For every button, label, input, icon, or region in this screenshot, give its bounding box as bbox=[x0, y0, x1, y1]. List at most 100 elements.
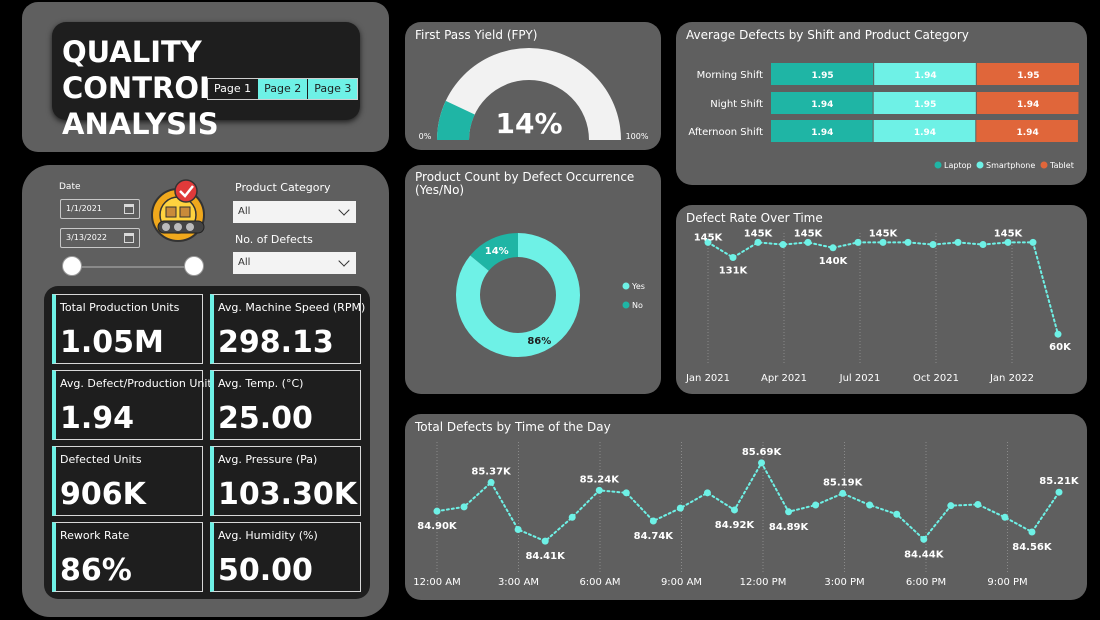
chart-title: Total Defects by Time of the Day bbox=[415, 420, 611, 434]
title-line-2: ANALYSIS bbox=[62, 107, 219, 141]
date-to-input[interactable]: 3/13/2022 bbox=[60, 228, 140, 248]
kpi-label: Total Production Units bbox=[60, 301, 180, 314]
kpi-grid: Total Production Units 1.05M Avg. Machin… bbox=[44, 286, 370, 599]
data-label: 85.37K bbox=[471, 466, 512, 477]
legend-marker bbox=[1040, 161, 1048, 169]
series-line bbox=[707, 241, 1059, 336]
date-slider-start-handle[interactable] bbox=[62, 256, 82, 276]
kpi-value: 86% bbox=[60, 553, 132, 588]
x-tick-label: 9:00 PM bbox=[987, 577, 1027, 588]
donut-slice-label: 14% bbox=[485, 246, 509, 257]
data-label: 131K bbox=[719, 266, 749, 277]
page-title: QUALITY CONTROL ANALYSIS bbox=[62, 34, 352, 142]
data-point bbox=[729, 254, 737, 262]
kpi-value: 50.00 bbox=[218, 553, 313, 588]
data-label: 84.74K bbox=[634, 531, 675, 542]
x-tick-label: 9:00 AM bbox=[661, 577, 702, 588]
series-line bbox=[436, 460, 1060, 543]
defect-rate-line-chart: Jan 2021 Apr 2021 Jul 2021 Oct 2021 Jan 2022… bbox=[685, 228, 1072, 384]
gauge-max-label: 100% bbox=[626, 132, 649, 141]
x-tick-label: Jan 2022 bbox=[989, 373, 1034, 384]
data-point bbox=[514, 526, 522, 534]
data-point bbox=[974, 500, 982, 508]
title-line-1: QUALITY CONTROL bbox=[62, 35, 218, 105]
product-category-dropdown[interactable]: All bbox=[233, 201, 356, 223]
gauge-value-label: 14% bbox=[495, 107, 562, 140]
kpi-value: 1.94 bbox=[60, 401, 135, 436]
x-tick-label: Oct 2021 bbox=[913, 373, 959, 384]
data-label: 140K bbox=[819, 256, 849, 267]
tab-page-3[interactable]: Page 3 bbox=[307, 79, 358, 99]
data-point bbox=[703, 489, 711, 497]
data-point bbox=[730, 506, 738, 514]
data-point bbox=[779, 241, 787, 249]
tab-page-2[interactable]: Page 2 bbox=[257, 79, 308, 99]
shift-bar-value-label: 1.95 bbox=[1017, 71, 1039, 81]
kpi-card-temperature: Avg. Temp. (°C) 25.00 bbox=[210, 370, 361, 440]
fpy-gauge-chart: 14% 0% 100% bbox=[419, 48, 649, 141]
defects-time-of-day-line-chart: 12:00 AM 3:00 AM 6:00 AM 9:00 AM 12:00 PM 3:0… bbox=[413, 442, 1080, 588]
defects-value: All bbox=[238, 257, 251, 268]
x-tick-label: Jul 2021 bbox=[839, 373, 881, 384]
data-point bbox=[954, 238, 962, 246]
data-point bbox=[1001, 513, 1009, 521]
calendar-icon[interactable] bbox=[124, 204, 134, 214]
data-label: 84.56K bbox=[1012, 542, 1053, 553]
donut-slice bbox=[470, 233, 518, 271]
data-label: 84.89K bbox=[769, 522, 810, 533]
date-slider-track[interactable] bbox=[72, 266, 194, 268]
kpi-card-rework-rate: Rework Rate 86% bbox=[52, 522, 203, 592]
chart-title: Defect Rate Over Time bbox=[686, 211, 823, 225]
title-panel: QUALITY CONTROL ANALYSIS Page 1 Page 2 P… bbox=[22, 2, 389, 152]
defects-time-of-day-panel: Total Defects by Time of the Day 12:00 A… bbox=[405, 414, 1087, 600]
data-label: 84.90K bbox=[417, 521, 458, 532]
data-point bbox=[854, 238, 862, 246]
product-category-label: Product Category bbox=[235, 181, 331, 194]
legend-marker bbox=[622, 301, 630, 309]
defects-by-shift-panel: Average Defects by Shift and Product Cat… bbox=[676, 22, 1087, 185]
gauge-track bbox=[437, 48, 621, 140]
shift-bar-segment bbox=[976, 63, 1079, 85]
defect-occurrence-panel: Product Count by Defect Occurrence (Yes/… bbox=[405, 165, 661, 394]
page-navigator: Page 1 Page 2 Page 3 bbox=[207, 78, 359, 100]
shift-bar-value-label: 1.94 bbox=[1017, 100, 1039, 110]
data-point bbox=[804, 238, 812, 246]
shift-bar-value-label: 1.94 bbox=[811, 128, 833, 138]
tab-page-1[interactable]: Page 1 bbox=[208, 79, 258, 99]
data-label: 60K bbox=[1049, 342, 1072, 353]
kpi-card-machine-speed: Avg. Machine Speed (RPM) 298.13 bbox=[210, 294, 365, 364]
date-from-input[interactable]: 1/1/2021 bbox=[60, 199, 140, 219]
data-point bbox=[754, 238, 762, 246]
defects-dropdown[interactable]: All bbox=[233, 252, 356, 274]
data-point bbox=[649, 517, 657, 525]
data-label: 145K bbox=[994, 228, 1024, 239]
kpi-value: 103.30K bbox=[218, 477, 358, 512]
date-slider-end-handle[interactable] bbox=[184, 256, 204, 276]
kpi-card-total-production: Total Production Units 1.05M bbox=[52, 294, 203, 364]
conveyor-quality-icon bbox=[151, 179, 205, 242]
shift-bar-segment bbox=[771, 63, 874, 85]
x-tick-label: 6:00 AM bbox=[579, 577, 620, 588]
data-label: 145K bbox=[744, 228, 774, 239]
data-point bbox=[622, 489, 630, 497]
defects-by-shift-chart: Morning Shift 1.95 1.94 1.95 Night Shift 1.94… bbox=[688, 63, 1079, 170]
data-label: 85.69K bbox=[742, 447, 783, 458]
data-point bbox=[568, 513, 576, 521]
x-tick-label: 12:00 AM bbox=[413, 577, 460, 588]
kpi-card-pressure: Avg. Pressure (Pa) 103.30K bbox=[210, 446, 361, 516]
data-label: 145K bbox=[694, 232, 724, 243]
data-point bbox=[929, 241, 937, 249]
data-point bbox=[541, 537, 549, 545]
calendar-icon[interactable] bbox=[124, 233, 134, 243]
kpi-card-defected-units: Defected Units 906K bbox=[52, 446, 203, 516]
data-point bbox=[1055, 488, 1063, 496]
x-tick-label: 3:00 PM bbox=[824, 577, 864, 588]
data-point bbox=[839, 489, 847, 497]
date-to-value: 3/13/2022 bbox=[66, 233, 108, 242]
title-card: QUALITY CONTROL ANALYSIS Page 1 Page 2 P… bbox=[52, 22, 360, 141]
data-point bbox=[758, 459, 766, 467]
shift-bar-value-label: 1.94 bbox=[914, 71, 936, 81]
data-label: 84.44K bbox=[904, 549, 945, 560]
data-label: 85.24K bbox=[580, 474, 621, 485]
kpi-label: Defected Units bbox=[60, 453, 142, 466]
